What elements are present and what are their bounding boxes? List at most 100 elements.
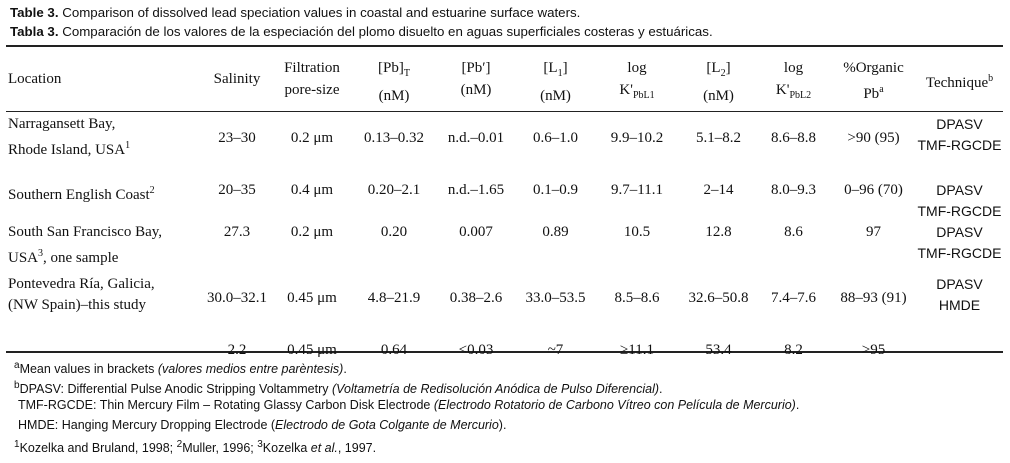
- footnote-references: 1Kozelka and Bruland, 1998; 2Muller, 199…: [14, 437, 376, 456]
- header-log-k2-symbol: K': [775, 82, 790, 98]
- footnote-hmde-text: HMDE: Hanging Mercury Dropping Electrode…: [18, 418, 276, 432]
- header-organic-pb-symbol: Pb: [863, 86, 880, 102]
- cell-filtration: 0.45 μm: [287, 290, 337, 306]
- ref3-italic: et al.: [310, 441, 338, 456]
- header-technique-footnote-mark: b: [988, 73, 994, 84]
- footnote-a-italic: (valores medios entre parèntesis): [157, 362, 344, 377]
- cell-filtration: 0.2 μm: [290, 130, 334, 146]
- header-salinity: Salinity: [213, 71, 261, 87]
- technique-line1: DPASV: [936, 182, 983, 198]
- header-pb-total: [Pb]T (nM): [354, 57, 434, 107]
- cell-location: Narragansett Bay, Rhode Island, USA1: [6, 114, 204, 180]
- header-technique-label: Technique: [925, 75, 989, 91]
- header-log-k1-subscript: PbL1: [632, 90, 655, 101]
- ref3-mark: 3: [257, 439, 263, 450]
- cell-technique: DPASV HMDE: [916, 274, 1003, 340]
- cell-l1: 0.89: [542, 224, 569, 240]
- ref2-mark: 2: [176, 439, 183, 450]
- technique-line1: DPASV: [936, 276, 983, 292]
- cell-pb-total: 0.64: [380, 342, 408, 358]
- header-log-k2-log: log: [783, 60, 804, 76]
- location-line2: USA: [8, 250, 39, 266]
- header-pb-total-unit: (nM): [378, 88, 410, 104]
- location-line1: South San Francisco Bay,: [8, 224, 163, 240]
- technique-line2: TMF-RGCDE: [917, 137, 1002, 153]
- header-l2-bracket: ]: [725, 60, 731, 76]
- header-l2-unit: (nM): [703, 88, 734, 104]
- caption-spanish: Tabla 3. Comparación de los valores de l…: [10, 24, 713, 40]
- header-l2-symbol: [L: [706, 60, 721, 76]
- footnote-b: bDPASV: Differential Pulse Anodic Stripp…: [14, 378, 663, 397]
- cell-filtration: 0.45 μm: [287, 342, 337, 358]
- footnote-a-end: .: [343, 362, 347, 377]
- cell-location: Pontevedra Ría, Galicia, (NW Spain)–this …: [6, 274, 204, 340]
- cell-log-k2: 7.4–7.6: [771, 290, 816, 306]
- header-l1-bracket: ]: [562, 60, 568, 76]
- cell-pb-prime: 0.38–2.6: [449, 290, 503, 306]
- cell-technique: DPASV TMF-RGCDE: [916, 114, 1003, 180]
- cell-technique: DPASV TMF-RGCDE: [916, 180, 1003, 222]
- location-ref-mark: 3: [38, 248, 44, 259]
- cell-filtration: 0.4 μm: [290, 182, 334, 198]
- footnote-b-text: DPASV: Differential Pulse Anodic Strippi…: [19, 382, 332, 397]
- header-log-k1: log K'PbL1: [593, 57, 681, 107]
- footnote-b-italic: (Voltametría de Redisolución Anódica de …: [331, 382, 660, 397]
- technique-line2: HMDE: [938, 297, 981, 313]
- ref1-text: Kozelka and Bruland, 1998;: [19, 441, 177, 456]
- cell-l1: ~7: [547, 342, 564, 358]
- cell-log-k2: 8.6: [784, 224, 803, 240]
- cell-pb-prime: <0.03: [458, 342, 494, 358]
- cell-l2: 53.4: [705, 342, 732, 358]
- ref3-end: , 1997.: [337, 441, 377, 456]
- footnote-b-end: .: [659, 382, 663, 397]
- header-organic-pb: %Organic Pba: [831, 57, 916, 107]
- cell-salinity: 23–30: [218, 130, 256, 146]
- footnote-tmf-text: TMF-RGCDE: Thin Mercury Film – Rotating …: [18, 398, 434, 412]
- ref2-text: Muller, 1996;: [182, 441, 258, 456]
- location-line2: Rhode Island, USA: [8, 142, 126, 158]
- cell-pb-total: 0.13–0.32: [364, 130, 424, 146]
- caption-english-label: Table 3.: [10, 5, 59, 20]
- caption-english: Table 3. Comparison of dissolved lead sp…: [10, 5, 580, 21]
- table-header: Location Salinity Filtration pore-size [P…: [6, 57, 1003, 107]
- footnote-a-mark: a: [14, 360, 20, 371]
- location-line1: Pontevedra Ría, Galicia,: [8, 276, 155, 292]
- cell-salinity: 2.2: [227, 342, 247, 358]
- cell-salinity: 20–35: [218, 182, 256, 198]
- header-log-k2-subscript: PbL2: [789, 90, 812, 101]
- header-organic-label: %Organic: [843, 60, 904, 76]
- header-log-k1-symbol: K': [619, 82, 633, 98]
- caption-spanish-label: Tabla 3.: [10, 24, 59, 39]
- header-pb-prime-unit: (nM): [460, 82, 492, 98]
- location-line2: (NW Spain)–this study: [8, 297, 147, 313]
- cell-log-k2: 8.0–9.3: [771, 182, 816, 198]
- cell-organic-pb: >90 (95): [847, 130, 900, 146]
- footnote-tmf-italic: (Electrodo Rotatorio de Carbono Vítreo c…: [433, 398, 796, 412]
- table-row: South San Francisco Bay, USA3, one sample…: [6, 222, 1003, 274]
- header-l1-unit: (nM): [540, 88, 571, 104]
- cell-pb-prime: n.d.–0.01: [447, 130, 505, 146]
- header-l1-symbol: [L: [543, 60, 558, 76]
- cell-l2: 12.8: [705, 224, 732, 240]
- cell-l1: 0.1–0.9: [533, 182, 578, 198]
- header-l2-subscript: 2: [720, 68, 726, 79]
- footnote-a: aMean values in brackets (valores medios…: [14, 358, 347, 377]
- table-bottom-rule: [6, 351, 1003, 353]
- header-technique: Techniqueb: [916, 57, 1003, 107]
- header-l2: [L2] (nM): [681, 57, 756, 107]
- cell-salinity: 27.3: [223, 224, 251, 240]
- caption-english-text: Comparison of dissolved lead speciation …: [58, 5, 581, 20]
- cell-l1: 0.6–1.0: [533, 130, 578, 146]
- cell-pb-total: 4.8–21.9: [367, 290, 421, 306]
- table-row: Southern English Coast2 20–35 0.4 μm 0.2…: [6, 180, 1003, 222]
- cell-pb-total: 0.20: [380, 224, 408, 240]
- header-l1: [L1] (nM): [518, 57, 593, 107]
- header-pb-prime: [Pb′] (nM): [434, 57, 518, 107]
- header-filtration-line1: Filtration: [284, 60, 340, 76]
- table-body: Narragansett Bay, Rhode Island, USA1 23–3…: [6, 114, 1003, 375]
- header-log-k2: log K'PbL2: [756, 57, 831, 107]
- cell-log-k2: 8.6–8.8: [771, 130, 816, 146]
- cell-pb-prime: n.d.–1.65: [447, 182, 505, 198]
- technique-line2: TMF-RGCDE: [917, 245, 1002, 261]
- cell-log-k1: 9.7–11.1: [611, 182, 663, 198]
